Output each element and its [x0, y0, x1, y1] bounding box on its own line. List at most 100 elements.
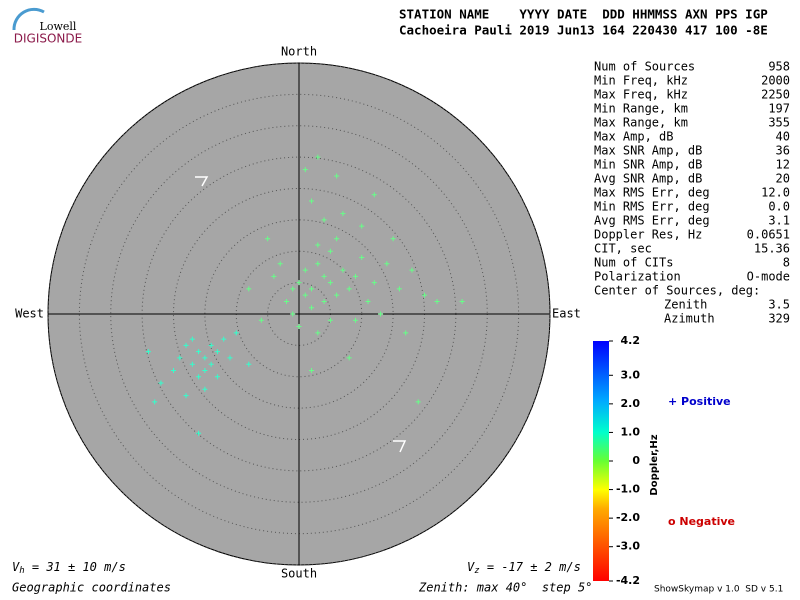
source	[196, 349, 202, 355]
logo: DIGISONDE	[14, 32, 82, 46]
source	[196, 374, 202, 380]
source	[321, 273, 327, 279]
source	[214, 374, 220, 380]
stat-label: Avg RMS Err, deg	[594, 214, 710, 228]
source	[309, 305, 315, 311]
stat-label: Max Amp, dB	[594, 130, 673, 144]
source	[290, 311, 296, 317]
source	[315, 242, 321, 248]
source	[359, 255, 365, 261]
source	[371, 192, 377, 198]
stat-value: O-mode	[747, 270, 790, 284]
source	[202, 386, 208, 392]
vh: Vh = 31 ± 10 m/s	[12, 560, 126, 576]
source	[271, 273, 277, 279]
stat-label: Min Range, km	[594, 102, 688, 116]
stat-value: 12	[776, 158, 790, 172]
source	[321, 217, 327, 223]
source	[302, 167, 308, 173]
source	[315, 154, 321, 160]
stat-value: 20	[776, 172, 790, 186]
legend: o Negative	[668, 515, 735, 528]
source	[334, 173, 340, 179]
logo: Lowell	[40, 20, 77, 33]
stat-label: Max SNR Amp, dB	[594, 144, 702, 158]
source	[359, 223, 365, 229]
source	[177, 355, 183, 361]
source	[158, 380, 164, 386]
stat-label: Azimuth	[664, 312, 715, 326]
source	[309, 198, 315, 204]
stat-value: 40	[776, 130, 790, 144]
source	[214, 349, 220, 355]
stat-label: Min Freq, kHz	[594, 74, 688, 88]
source	[258, 317, 264, 323]
stat-label: Num of CITs	[594, 256, 673, 270]
source	[459, 298, 465, 304]
logo-arc	[12, 7, 45, 31]
stat-value: 36	[776, 144, 790, 158]
stat-label: Max Freq, kHz	[594, 88, 688, 102]
source	[365, 298, 371, 304]
source	[152, 399, 158, 405]
colorbar-tick-label: 4.2	[621, 334, 641, 347]
source	[315, 330, 321, 336]
stat-label: Center of Sources, deg:	[594, 284, 760, 298]
source	[183, 342, 189, 348]
source	[352, 273, 358, 279]
stat-value: 2000	[761, 74, 790, 88]
source	[296, 324, 302, 330]
source	[409, 267, 415, 273]
stat-label: CIT, sec	[594, 242, 652, 256]
source	[208, 361, 214, 367]
source	[334, 236, 340, 242]
stat-label: Max Range, km	[594, 116, 688, 130]
source	[233, 330, 239, 336]
source	[422, 292, 427, 298]
source	[302, 292, 308, 298]
colorbar-tick-label: -4.2	[616, 574, 640, 587]
direction: South	[281, 567, 317, 581]
source	[327, 280, 333, 286]
source	[296, 280, 302, 286]
stat-label: Min RMS Err, deg	[594, 200, 710, 214]
stat-value: 3.5	[768, 298, 790, 312]
stat-value: 355	[768, 116, 790, 130]
stat-value: 8	[783, 256, 790, 270]
source	[202, 367, 208, 373]
source	[246, 286, 252, 292]
source	[415, 399, 421, 405]
direction: West	[15, 307, 44, 321]
header: STATION NAME YYYY DATE DDD HHMMSS AXN PP…	[399, 7, 768, 22]
stat-label: Min SNR Amp, dB	[594, 158, 702, 172]
coords: Geographic coordinates	[12, 581, 171, 595]
stat-value: 12.0	[761, 186, 790, 200]
source	[246, 361, 252, 367]
stat-value: 329	[768, 312, 790, 326]
source	[384, 261, 390, 267]
stat-value: 15.36	[754, 242, 790, 256]
source	[171, 367, 176, 373]
direction: East	[552, 307, 581, 321]
source	[221, 336, 227, 342]
stat-label: Zenith	[664, 298, 707, 312]
source	[327, 317, 333, 323]
source	[277, 261, 283, 267]
source	[309, 367, 315, 373]
source	[315, 261, 321, 267]
marker	[195, 176, 407, 453]
stat-value: 197	[768, 102, 790, 116]
stat-label: Doppler Res, Hz	[594, 228, 702, 242]
stat-value: 958	[768, 60, 790, 74]
colorbar-tick-label: 2.0	[621, 397, 641, 410]
source	[189, 336, 195, 342]
vz: Vz = -17 ± 2 m/s	[467, 560, 581, 576]
stat-label: Num of Sources	[594, 60, 695, 74]
colorbar-tick-label: 3.0	[621, 368, 641, 381]
source	[145, 349, 151, 355]
colorbar-label: Doppler,Hz	[649, 434, 660, 495]
source	[340, 267, 346, 273]
stat-value: 2250	[761, 88, 790, 102]
